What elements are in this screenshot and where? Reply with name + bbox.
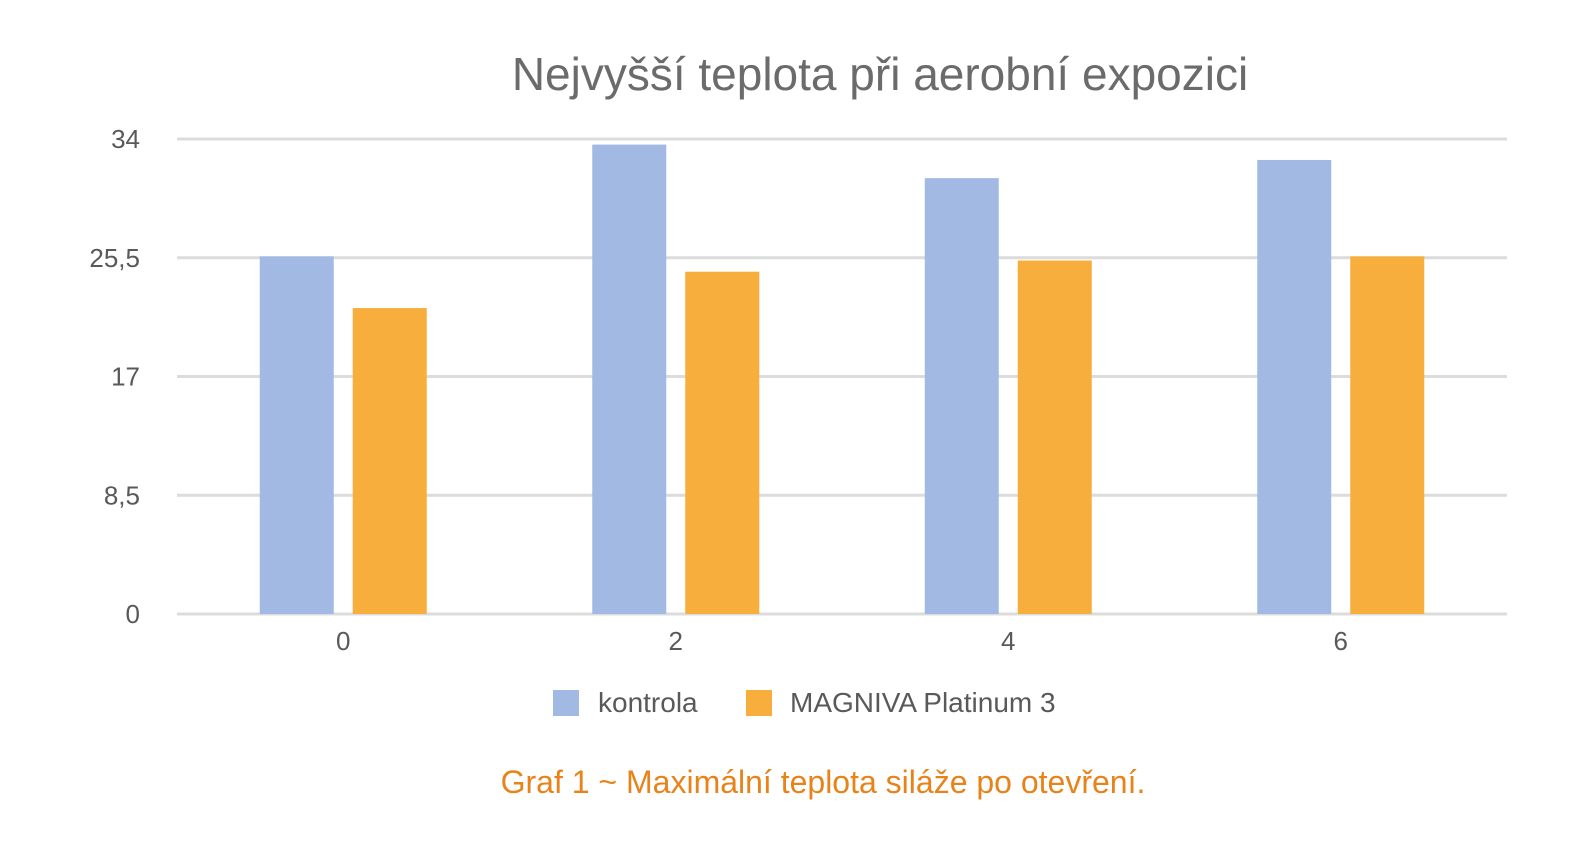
bar-magniva-2 [685, 271, 760, 614]
bar-kontrola-2 [592, 144, 667, 614]
y-tick-label: 34 [111, 124, 140, 154]
bar-magniva-0 [352, 308, 427, 614]
x-axis: 0 2 4 6 [336, 626, 1348, 656]
chart-title: Nejvyšší teplota při aerobní expozici [512, 48, 1248, 100]
x-tick-label: 2 [669, 626, 683, 656]
bar-kontrola-6 [1257, 159, 1332, 615]
legend-label: MAGNIVA Platinum 3 [790, 687, 1056, 718]
y-tick-label: 8,5 [104, 480, 140, 510]
y-axis: 0 8,5 17 25,5 34 [89, 124, 140, 629]
bar-magniva-6 [1350, 256, 1425, 614]
y-tick-label: 25,5 [89, 243, 140, 273]
legend-swatch [746, 690, 772, 716]
figure-caption: Graf 1 ~ Maximální teplota siláže po ote… [501, 764, 1146, 800]
x-tick-label: 6 [1334, 626, 1348, 656]
y-tick-label: 17 [111, 362, 140, 392]
y-tick-label: 0 [126, 599, 140, 629]
bar-kontrola-4 [924, 178, 999, 614]
x-tick-label: 0 [336, 626, 350, 656]
legend-swatch [553, 690, 579, 716]
bar-magniva-4 [1017, 260, 1092, 614]
bar-kontrola-0 [259, 256, 334, 614]
x-tick-label: 4 [1001, 626, 1015, 656]
legend: kontrola MAGNIVA Platinum 3 [553, 687, 1056, 718]
bars [259, 144, 1425, 615]
legend-label: kontrola [598, 687, 698, 718]
